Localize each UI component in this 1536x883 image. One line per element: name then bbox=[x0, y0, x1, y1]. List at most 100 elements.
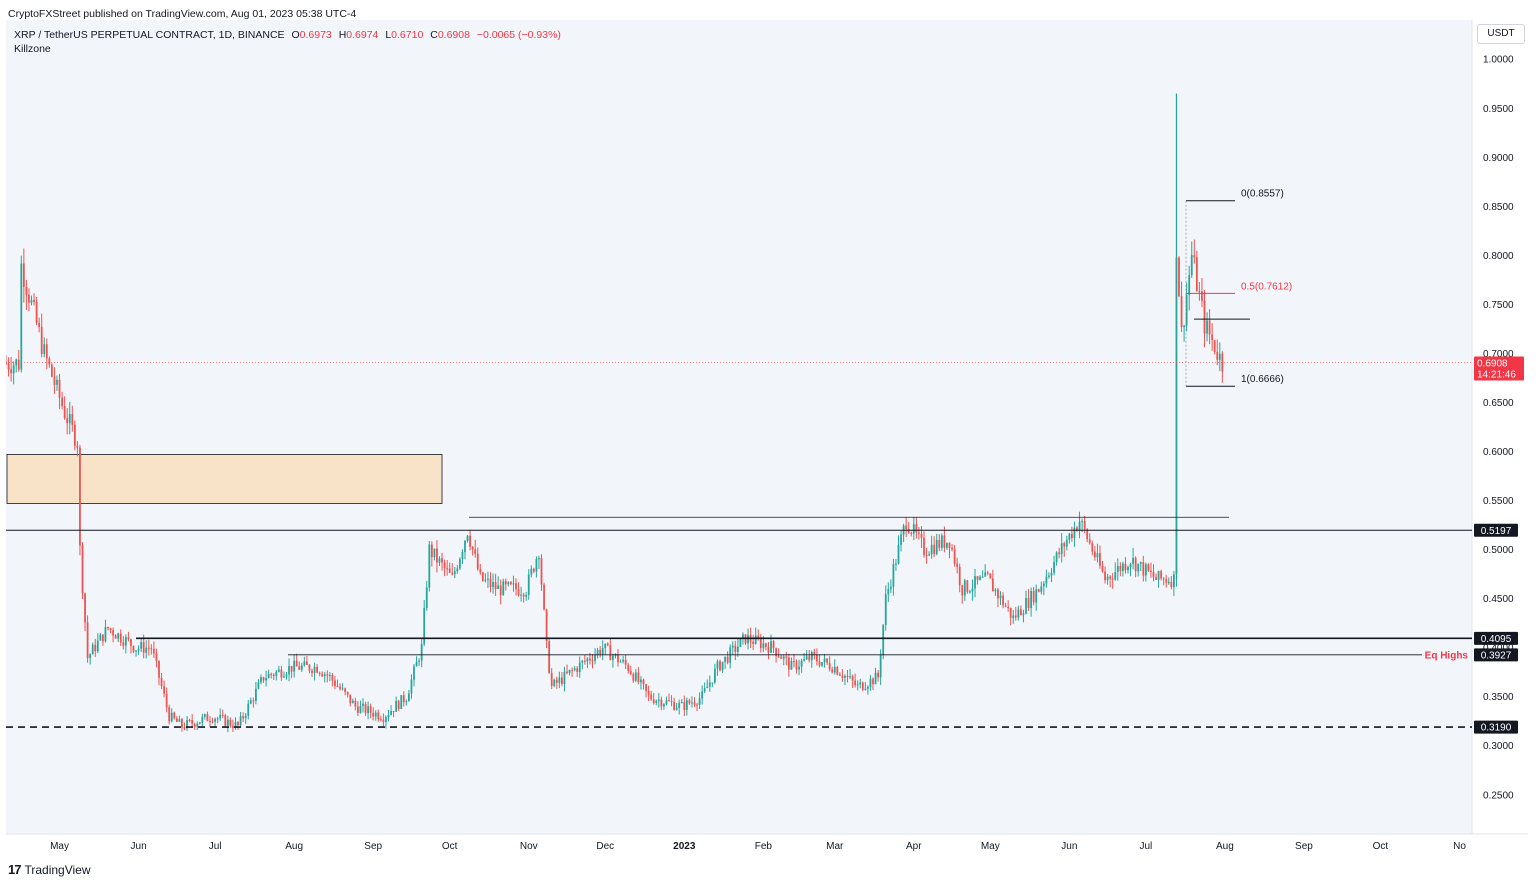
candle-body bbox=[989, 573, 992, 579]
candle-body bbox=[823, 658, 826, 663]
candle-body bbox=[1104, 571, 1106, 580]
candle-body bbox=[209, 721, 211, 723]
candle-body bbox=[160, 677, 163, 687]
candle-body bbox=[89, 654, 92, 659]
candle-body bbox=[652, 699, 655, 703]
x-tick-label: Apr bbox=[906, 841, 922, 852]
candle-body bbox=[492, 582, 494, 587]
candle-body bbox=[175, 718, 178, 722]
level-value-text: 0.3190 bbox=[1481, 723, 1512, 734]
candle-body bbox=[441, 558, 443, 563]
candle-body bbox=[762, 643, 765, 649]
candle-body bbox=[425, 587, 428, 609]
candle-body bbox=[627, 664, 630, 671]
candle-body bbox=[86, 622, 89, 659]
candle-body bbox=[971, 588, 974, 592]
candle-body bbox=[122, 642, 125, 646]
x-tick-label: Jun bbox=[1061, 841, 1077, 852]
candle-body bbox=[634, 672, 637, 681]
change-value: −0.0065 (−0.93%) bbox=[476, 29, 561, 41]
candle-body bbox=[943, 535, 946, 548]
candle-body bbox=[1017, 609, 1020, 618]
candle-body bbox=[487, 578, 489, 580]
candle-body bbox=[497, 585, 500, 590]
candle-body bbox=[1007, 606, 1010, 608]
candle-body bbox=[456, 568, 459, 572]
symbol-name[interactable]: XRP / TetherUS PERPETUAL CONTRACT, 1D, B… bbox=[14, 29, 285, 41]
candle-body bbox=[1035, 589, 1038, 603]
candle-body bbox=[283, 676, 285, 678]
candle-body bbox=[99, 634, 102, 641]
candle-body bbox=[1160, 571, 1163, 579]
candle-body bbox=[958, 566, 961, 586]
candle-body bbox=[346, 691, 349, 695]
candle-body bbox=[963, 580, 966, 596]
candle-body bbox=[196, 723, 199, 727]
candle-body bbox=[624, 659, 627, 665]
chart-frame[interactable]: 1.0000 0.9500 0.9000 0.8500 0.8000 0.7500 0.70… bbox=[6, 20, 1528, 856]
candle-body bbox=[889, 586, 892, 590]
candle-body bbox=[742, 634, 744, 639]
candle-body bbox=[532, 568, 535, 572]
tradingview-logo[interactable]: 17 TradingView bbox=[8, 862, 91, 877]
candle-body bbox=[430, 544, 433, 558]
candle-body bbox=[272, 674, 275, 676]
indicator-name[interactable]: Killzone bbox=[14, 43, 51, 55]
candle-body bbox=[1068, 533, 1071, 540]
candle-body bbox=[163, 686, 165, 694]
currency-button[interactable]: USDT bbox=[1477, 24, 1525, 44]
candle-body bbox=[828, 662, 831, 670]
candle-body bbox=[925, 554, 928, 556]
candle-body bbox=[1147, 564, 1150, 571]
candle-body bbox=[433, 548, 436, 558]
candle-body bbox=[1114, 571, 1117, 580]
candle-body bbox=[400, 695, 403, 709]
candle-body bbox=[461, 552, 464, 559]
candle-body bbox=[655, 700, 658, 703]
x-tick-label: Jul bbox=[1139, 841, 1152, 852]
candle-body bbox=[1071, 533, 1073, 539]
candle-body bbox=[851, 676, 854, 681]
close-value: 0.6908 bbox=[437, 29, 470, 41]
candle-body bbox=[489, 578, 492, 587]
candle-body bbox=[188, 719, 191, 721]
candle-body bbox=[994, 589, 997, 592]
candle-body bbox=[155, 653, 158, 661]
candle-body bbox=[499, 585, 502, 596]
candle-body bbox=[178, 719, 181, 722]
legend-line: XRP / TetherUS PERPETUAL CONTRACT, 1D, B… bbox=[14, 28, 561, 42]
candle-body bbox=[693, 702, 696, 705]
candle-body bbox=[555, 679, 558, 683]
candle-body bbox=[339, 686, 341, 689]
candle-body bbox=[328, 674, 331, 676]
candle-body bbox=[408, 693, 410, 702]
y-tick-label: 1.0000 bbox=[1483, 55, 1514, 66]
candle-body bbox=[51, 364, 53, 377]
candle-body bbox=[81, 545, 84, 594]
candle-body bbox=[739, 638, 742, 647]
level-value-tag bbox=[1474, 631, 1518, 645]
candle-body bbox=[680, 702, 683, 704]
candle-body bbox=[15, 359, 18, 366]
x-tick-label: Jul bbox=[209, 841, 222, 852]
candle-body bbox=[1083, 520, 1086, 530]
candle-body bbox=[1211, 334, 1214, 341]
candle-body bbox=[436, 548, 438, 563]
candle-body bbox=[484, 579, 487, 581]
candle-body bbox=[1221, 353, 1224, 372]
candle-body bbox=[382, 720, 385, 722]
candle-body bbox=[1122, 563, 1124, 571]
candle-body bbox=[119, 633, 122, 643]
candle-body bbox=[12, 365, 15, 374]
price-chart[interactable]: 1.0000 0.9500 0.9000 0.8500 0.8000 0.7500 0.70… bbox=[6, 20, 1528, 856]
candle-body bbox=[622, 659, 624, 662]
candle-body bbox=[775, 648, 777, 656]
candle-body bbox=[364, 703, 367, 714]
level-value-text: 0.4095 bbox=[1481, 634, 1512, 645]
candle-body bbox=[606, 643, 609, 646]
candle-body bbox=[948, 542, 951, 548]
time-axis bbox=[6, 834, 1528, 856]
candle-body bbox=[576, 668, 579, 672]
y-tick-label: 0.8000 bbox=[1483, 251, 1514, 262]
candle-body bbox=[232, 725, 234, 728]
